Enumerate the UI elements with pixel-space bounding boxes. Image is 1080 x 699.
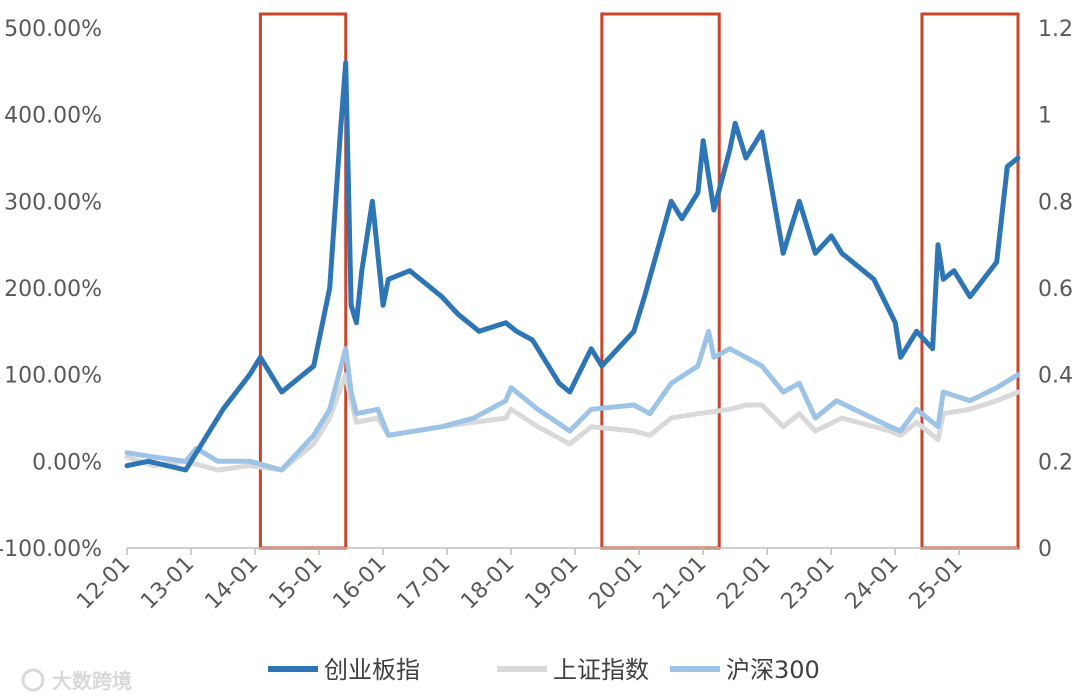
series-line-3 (124, 328, 1021, 473)
y-left-tick-label: 300.00% (4, 190, 102, 215)
x-tick-label: 19-01 (521, 552, 584, 615)
y-right-tick-label: 0 (1038, 537, 1052, 562)
legend-item-3: 沪深300 (670, 656, 820, 684)
legend-item-2: 上证指数 (497, 656, 649, 684)
y-left-axis-ticks: 500.00% 400.00% 300.00% 200.00% 100.00% 0.00%… (0, 17, 102, 562)
y-right-tick-label: 0.8 (1038, 190, 1073, 215)
x-tick-label: 15-01 (264, 552, 327, 615)
highlight-boxes (258, 12, 1020, 550)
y-right-tick-label: 0.6 (1038, 277, 1073, 302)
series-line-1 (124, 60, 1021, 473)
x-tick-label: 18-01 (456, 552, 519, 615)
watermark-text: 大数跨境 (52, 669, 132, 693)
highlight-box-2 (600, 12, 721, 550)
x-tick-label: 24-01 (841, 552, 904, 615)
legend: 创业板指 上证指数 沪深300 (268, 656, 820, 684)
x-tick-label: 23-01 (777, 552, 840, 615)
y-left-tick-label: 200.00% (4, 277, 102, 302)
y-right-tick-label: 1.2 (1038, 17, 1073, 42)
series-lines (124, 60, 1021, 473)
y-left-tick-label: 400.00% (4, 104, 102, 129)
series-line-2 (124, 372, 1021, 473)
x-tick-label: 21-01 (649, 552, 712, 615)
x-tick-label: 22-01 (713, 552, 776, 615)
y-left-tick-label: -100.00% (0, 537, 102, 562)
legend-label: 上证指数 (553, 656, 649, 684)
legend-item-1: 创业板指 (268, 656, 420, 684)
watermark-logo-icon (21, 668, 45, 692)
y-right-axis-ticks: 1.2 1 0.8 0.6 0.4 0.2 0 (1038, 17, 1073, 562)
watermark: 大数跨境 (21, 668, 132, 693)
y-right-tick-label: 0.2 (1038, 450, 1073, 475)
x-axis-ticks: 12-01 13-01 14-01 15-01 16-01 17-01 18-01 19-01… (72, 548, 968, 615)
x-tick-label: 13-01 (136, 552, 199, 615)
x-tick-label: 25-01 (905, 552, 968, 615)
y-right-tick-label: 0.4 (1038, 364, 1073, 389)
x-tick-label: 16-01 (328, 552, 391, 615)
y-right-tick-label: 1 (1038, 104, 1052, 129)
x-tick-label: 14-01 (200, 552, 263, 615)
legend-label: 沪深300 (726, 656, 820, 684)
x-tick-label: 20-01 (585, 552, 648, 615)
y-left-tick-label: 100.00% (4, 364, 102, 389)
x-tick-label: 17-01 (392, 552, 455, 615)
y-left-tick-label: 0.00% (32, 450, 102, 475)
y-left-tick-label: 500.00% (4, 17, 102, 42)
legend-label: 创业板指 (324, 656, 420, 684)
